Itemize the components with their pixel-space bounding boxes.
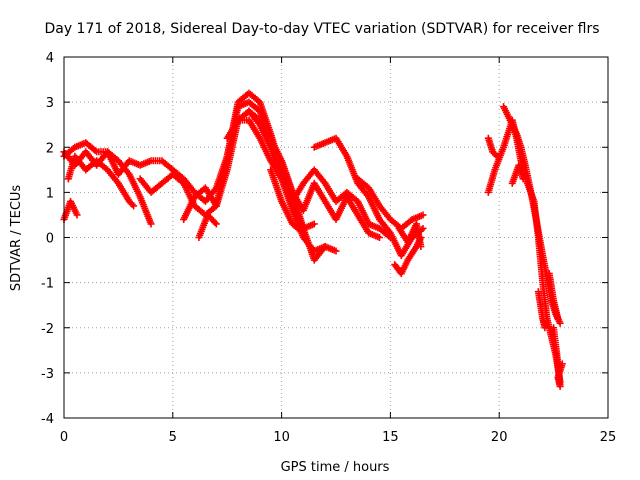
data-point bbox=[310, 220, 318, 228]
data-point bbox=[492, 151, 500, 159]
data-point bbox=[147, 220, 155, 228]
chart-title: Day 171 of 2018, Sidereal Day-to-day VTE… bbox=[44, 21, 599, 37]
y-axis-ticks: -4 -3 -2 -1 0 1 2 3 4 bbox=[41, 51, 608, 427]
series-track-d bbox=[64, 152, 138, 210]
data-point bbox=[554, 315, 562, 323]
data-point bbox=[541, 324, 549, 332]
y-tick-label: 1 bbox=[46, 186, 54, 201]
x-axis-label: GPS time / hours bbox=[281, 460, 390, 475]
series-track-l bbox=[354, 175, 427, 232]
data-point bbox=[299, 229, 307, 237]
data-points bbox=[60, 89, 566, 390]
y-tick-label: 0 bbox=[46, 232, 54, 247]
x-tick-label: 15 bbox=[382, 430, 399, 445]
data-point bbox=[376, 234, 384, 241]
x-tick-label: 5 bbox=[169, 430, 177, 445]
series-track-u bbox=[550, 324, 566, 390]
y-tick-label: -2 bbox=[41, 322, 54, 337]
series-track-r bbox=[508, 161, 527, 187]
y-tick-label: 2 bbox=[46, 141, 54, 156]
data-point bbox=[321, 243, 329, 251]
series-track-s bbox=[534, 288, 549, 332]
y-tick-label: 4 bbox=[46, 51, 54, 66]
data-point bbox=[211, 218, 219, 226]
x-tick-label: 10 bbox=[273, 430, 290, 445]
series-track-t bbox=[545, 270, 562, 323]
y-tick-label: -4 bbox=[41, 412, 54, 427]
series-track-g bbox=[195, 211, 220, 241]
y-tick-label: -1 bbox=[41, 277, 54, 292]
data-point bbox=[417, 243, 425, 251]
y-tick-label: -3 bbox=[41, 367, 54, 382]
y-axis-label: SDTVAR / TECUs bbox=[9, 185, 24, 292]
data-point bbox=[519, 175, 527, 183]
y-tick-label: 3 bbox=[46, 96, 54, 111]
data-point bbox=[73, 211, 81, 219]
data-point bbox=[558, 360, 566, 368]
data-point bbox=[332, 247, 340, 255]
series-track-k bbox=[310, 134, 427, 260]
data-point bbox=[556, 319, 564, 327]
grid bbox=[64, 57, 608, 418]
series-track-q bbox=[484, 134, 501, 160]
series-track-h bbox=[223, 116, 394, 241]
data-point bbox=[128, 200, 136, 208]
data-point bbox=[212, 220, 220, 228]
series-track-j bbox=[267, 166, 307, 237]
x-tick-label: 0 bbox=[60, 430, 68, 445]
x-tick-label: 25 bbox=[600, 430, 617, 445]
data-point bbox=[419, 211, 427, 219]
x-axis-ticks: 0 5 10 15 20 25 bbox=[60, 57, 616, 445]
series-track-i bbox=[245, 107, 384, 241]
series-track-n bbox=[395, 220, 425, 251]
data-point bbox=[130, 202, 138, 210]
x-tick-label: 20 bbox=[491, 430, 508, 445]
data-point bbox=[493, 152, 501, 160]
